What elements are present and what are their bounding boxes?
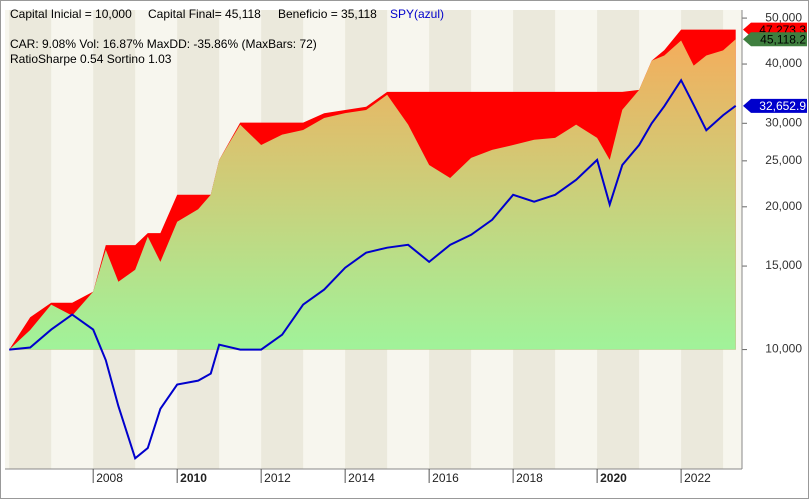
y-tick-label: 40,000 xyxy=(765,56,802,70)
y-tick-label: 25,000 xyxy=(765,153,802,167)
value-tag-label: 45,118.2 xyxy=(760,32,806,46)
annotation: Capital Inicial = 10,000 xyxy=(10,7,132,21)
y-tick-label: 30,000 xyxy=(765,115,802,129)
y-tick-label: 20,000 xyxy=(765,199,802,213)
spy-line xyxy=(9,78,737,460)
x-tick-label: 2012 xyxy=(264,471,291,485)
value-tag-label: 32,652.9 xyxy=(759,99,806,113)
x-tick-label: 2014 xyxy=(348,471,375,485)
y-tick-label: 15,000 xyxy=(765,258,802,272)
annotation: CAR: 9.08% Vol: 16.87% MaxDD: -35.86% (M… xyxy=(10,37,317,51)
year-band xyxy=(9,10,52,469)
x-tick-label: 2020 xyxy=(600,471,627,485)
value-tag xyxy=(743,32,807,47)
x-tick-label: 2022 xyxy=(684,471,711,485)
annotation: Beneficio = 35,118 xyxy=(278,7,377,21)
y-tick-label: 10,000 xyxy=(765,342,802,356)
x-tick-label: 2010 xyxy=(180,471,207,485)
x-tick-label: 2018 xyxy=(516,471,543,485)
equity-area xyxy=(9,39,736,350)
annotation: Capital Final= 45,118 xyxy=(148,7,261,21)
x-tick-label: 2016 xyxy=(432,471,459,485)
annotation: RatioSharpe 0.54 Sortino 1.03 xyxy=(10,52,172,66)
value-tag xyxy=(743,98,807,113)
y-tick-label: 50,000 xyxy=(765,10,802,24)
annotation: SPY(azul) xyxy=(390,7,444,21)
x-tick-label: 2008 xyxy=(96,471,123,485)
year-band xyxy=(93,10,136,469)
